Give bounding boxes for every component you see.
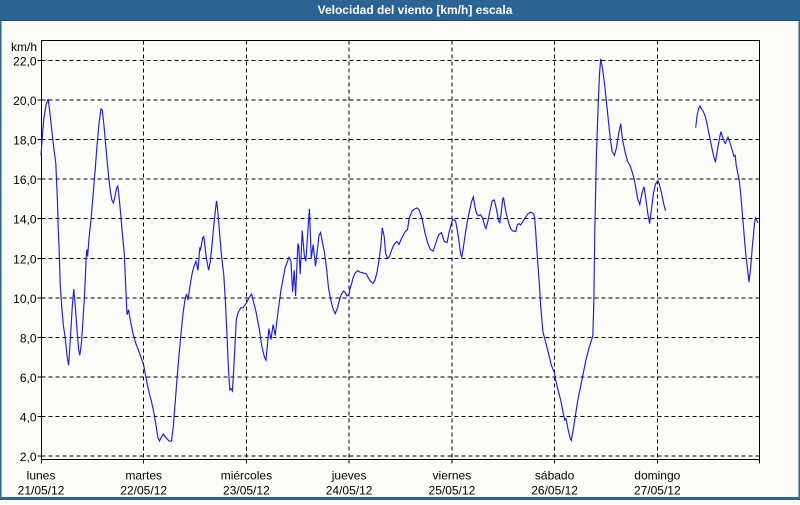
svg-text:25/05/12: 25/05/12 bbox=[429, 484, 476, 498]
svg-text:4,0: 4,0 bbox=[20, 411, 37, 425]
svg-text:lunes: lunes bbox=[27, 469, 56, 483]
svg-text:21/05/12: 21/05/12 bbox=[18, 484, 65, 498]
svg-text:16,0: 16,0 bbox=[13, 173, 37, 187]
svg-text:8,0: 8,0 bbox=[20, 332, 37, 346]
svg-text:viernes: viernes bbox=[433, 469, 472, 483]
svg-text:domingo: domingo bbox=[634, 469, 680, 483]
svg-text:23/05/12: 23/05/12 bbox=[223, 484, 270, 498]
svg-text:26/05/12: 26/05/12 bbox=[531, 484, 578, 498]
svg-text:27/05/12: 27/05/12 bbox=[634, 484, 681, 498]
svg-text:km/h: km/h bbox=[11, 40, 37, 54]
svg-text:martes: martes bbox=[125, 469, 162, 483]
svg-text:6,0: 6,0 bbox=[20, 371, 37, 385]
svg-text:24/05/12: 24/05/12 bbox=[326, 484, 373, 498]
svg-text:22/05/12: 22/05/12 bbox=[120, 484, 167, 498]
svg-text:sábado: sábado bbox=[535, 469, 575, 483]
svg-text:miércoles: miércoles bbox=[221, 469, 272, 483]
svg-text:22,0: 22,0 bbox=[13, 54, 37, 68]
svg-text:Velocidad del viento [km/h] es: Velocidad del viento [km/h] escala bbox=[318, 3, 513, 17]
svg-text:jueves: jueves bbox=[331, 469, 367, 483]
svg-text:20,0: 20,0 bbox=[13, 94, 37, 108]
svg-text:12,0: 12,0 bbox=[13, 252, 37, 266]
svg-text:10,0: 10,0 bbox=[13, 292, 37, 306]
svg-text:18,0: 18,0 bbox=[13, 134, 37, 148]
svg-text:14,0: 14,0 bbox=[13, 213, 37, 227]
svg-text:2,0: 2,0 bbox=[20, 450, 37, 464]
